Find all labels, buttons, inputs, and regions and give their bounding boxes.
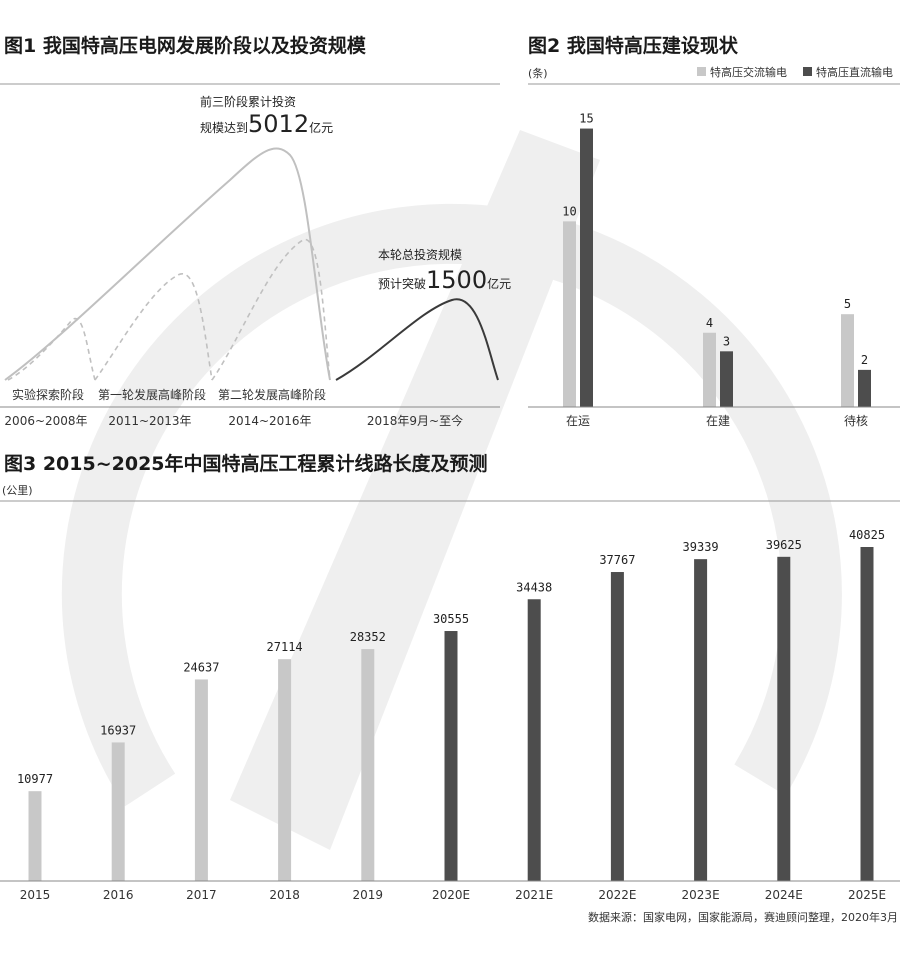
bar-2017 [194,679,208,881]
current-round-investment-curve [335,298,499,381]
value-label-在运-dc: 15 [579,112,593,126]
figure2-legend: 特高压交流输电 特高压直流输电 [697,65,893,79]
year-label-2020E: 2020E [432,888,470,902]
value-label-2018: 27114 [267,640,303,654]
period-label-4: 2018年9月~至今 [367,413,463,428]
value-label-2015: 10977 [17,772,53,786]
value-label-2025E: 40825 [849,528,885,542]
period-label-1: 2006~2008年 [4,414,87,428]
value-label-2024E: 39625 [766,538,802,552]
value-label-2021E: 34438 [516,580,552,594]
phase3-dashed-curve [211,239,331,381]
value-label-2017: 24637 [183,660,219,674]
figure2-title: 图2 我国特高压建设现状 [528,34,739,57]
bar-2022E [610,572,624,881]
figure3-unit: (公里) [2,484,33,497]
value-label-在建-dc: 3 [723,334,730,348]
figure2-plot: 10 15 在运 43 在建 5 2 待核 [562,112,871,428]
category-label-待核: 待核 [844,414,868,428]
phase-label-3: 第二轮发展高峰阶段 [218,387,326,402]
category-label-在建: 在建 [706,414,730,428]
value-label-2022E: 37767 [599,553,635,567]
figure3: 图3 2015~2025年中国特高压工程累计线路长度及预测 (公里) 10977… [0,452,900,902]
watermark-logo [61,130,842,850]
bar-2021E [527,599,541,881]
year-label-2018: 2018 [269,888,300,902]
annotation2-line1: 本轮总投资规模 [378,247,462,262]
figure1-title: 图1 我国特高压电网发展阶段以及投资规模 [4,34,367,57]
figure3-title: 图3 2015~2025年中国特高压工程累计线路长度及预测 [4,452,488,475]
bar-在建-ac [703,332,716,407]
year-label-2016: 2016 [103,888,134,902]
value-label-2016: 16937 [100,723,136,737]
year-label-2017: 2017 [186,888,217,902]
legend-swatch-ac [697,67,706,76]
bar-在运-dc [580,128,593,407]
bar-2025E [860,547,874,881]
bar-待核-ac [841,314,854,407]
value-label-在建-ac: 4 [706,316,713,330]
figure2: 图2 我国特高压建设现状 (条) 特高压交流输电 特高压直流输电 10 15 在运 4… [528,34,900,428]
year-label-2025E: 2025E [848,888,886,902]
bar-2023E [694,559,708,881]
annotation1-line1: 前三阶段累计投资 [200,94,296,109]
cumulative-investment-curve [4,147,331,381]
phase-label-1: 实验探索阶段 [12,387,84,402]
year-label-2023E: 2023E [682,888,720,902]
bar-2018 [278,659,292,881]
bar-2020E [444,631,458,881]
bar-2015 [28,791,42,881]
annotation2-line2: 预计突破1500亿元 [378,266,511,294]
legend-label-dc: 特高压直流输电 [816,65,893,79]
bar-在运-ac [563,221,576,407]
legend-swatch-dc [803,67,812,76]
value-label-2023E: 39339 [683,540,719,554]
figure1: 图1 我国特高压电网发展阶段以及投资规模 前三阶段累计投资 规模达到5012亿元… [0,34,511,428]
year-label-2022E: 2022E [598,888,636,902]
phase1-dashed-curve [7,317,96,381]
year-label-2015: 2015 [20,888,51,902]
figure3-plot: 10977 2015 16937 2016 24637 2017 27114 2018 2835… [17,528,886,902]
source-note: 数据来源：国家电网，国家能源局，赛迪顾问整理，2020年3月 [588,910,898,924]
value-label-待核-ac: 5 [844,297,851,311]
year-label-2019: 2019 [353,888,384,902]
bar-2019 [361,649,375,881]
legend-label-ac: 特高压交流输电 [710,65,787,79]
category-label-在运: 在运 [566,414,590,428]
figure2-unit: (条) [528,66,548,80]
value-label-2020E: 30555 [433,612,469,626]
period-label-3: 2014~2016年 [228,414,311,428]
bar-2024E [777,556,791,881]
annotation1-line2: 规模达到5012亿元 [200,110,333,138]
period-label-2: 2011~2013年 [108,414,191,428]
value-label-待核-dc: 2 [861,353,868,367]
year-label-2021E: 2021E [515,888,553,902]
bar-在建-dc [720,351,733,407]
bar-2016 [111,742,125,881]
value-label-2019: 28352 [350,630,386,644]
value-label-在运-ac: 10 [562,204,576,218]
phase-label-2: 第一轮发展高峰阶段 [98,387,206,402]
bar-待核-dc [858,369,871,407]
year-label-2024E: 2024E [765,888,803,902]
